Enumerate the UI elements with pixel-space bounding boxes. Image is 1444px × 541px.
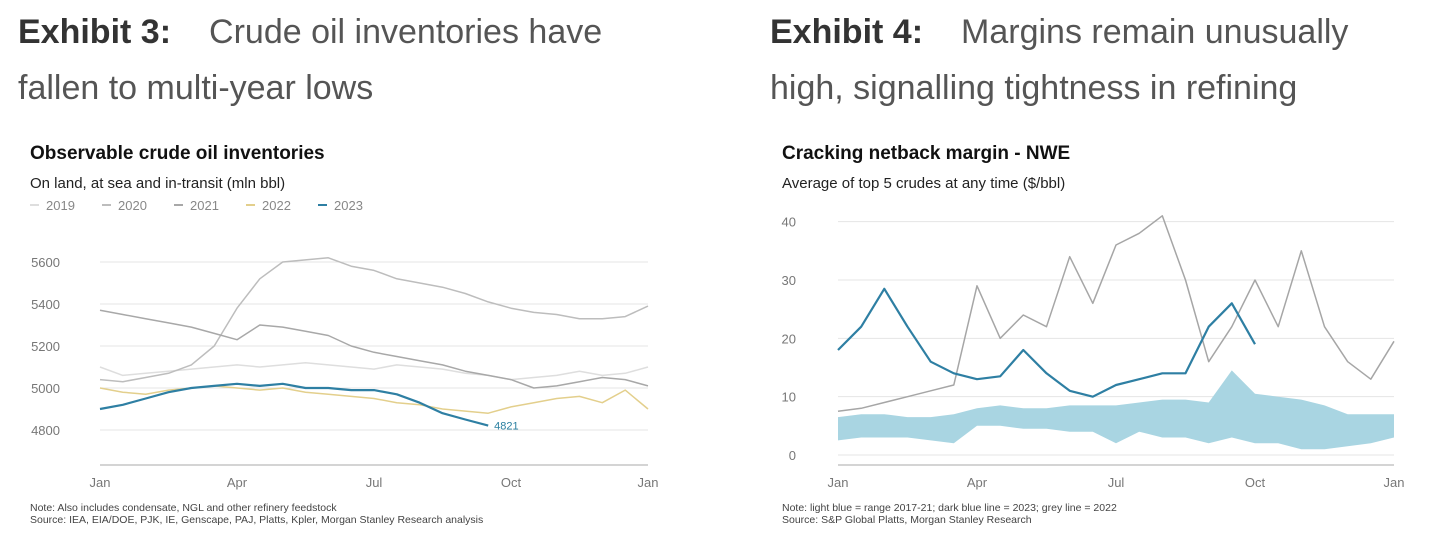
series-line-2020: [99, 257, 649, 383]
chart-subtitle: Average of top 5 crudes at any time ($/b…: [782, 175, 1065, 192]
y-tick-label: 5400: [31, 297, 60, 312]
legend-label-2019: 2019: [46, 198, 75, 213]
exhibit-4-heading: Exhibit 4: Margins remain unusually high,…: [770, 4, 1430, 116]
chart-source: Source: S&P Global Platts, Morgan Stanle…: [782, 514, 1032, 526]
x-tick-label: Oct: [1245, 475, 1266, 490]
x-tick-label: Apr: [967, 475, 988, 490]
y-tick-label: 4800: [31, 423, 60, 438]
series-line-2023: [99, 382, 489, 427]
chart-subtitle: On land, at sea and in-transit (mln bbl): [30, 175, 285, 192]
x-tick-label: Jul: [1108, 475, 1125, 490]
legend-label-2020: 2020: [118, 198, 147, 213]
exhibit-4-number: Exhibit 4:: [770, 13, 924, 51]
x-tick-label: Jan: [90, 475, 111, 490]
y-tick-label: 5600: [31, 255, 60, 270]
chart-title: Observable crude oil inventories: [30, 143, 325, 164]
y-tick-label: 40: [782, 215, 796, 230]
exhibit-3-number: Exhibit 3:: [18, 13, 172, 51]
chart-title: Cracking netback margin - NWE: [782, 143, 1070, 164]
legend-label-2023: 2023: [334, 198, 363, 213]
chart-note: Note: light blue = range 2017-21; dark b…: [782, 502, 1117, 514]
chart-source: Source: IEA, EIA/DOE, PJK, IE, Genscape,…: [30, 514, 483, 526]
end-value-label: 4821: [494, 421, 518, 433]
legend-label-2022: 2022: [262, 198, 291, 213]
y-tick-label: 5000: [31, 381, 60, 396]
x-tick-label: Jan: [1384, 475, 1405, 490]
series-line-2021: [99, 309, 649, 389]
series-line-2022: [837, 215, 1395, 413]
y-tick-label: 10: [782, 390, 796, 405]
y-tick-label: 30: [782, 273, 796, 288]
chart-note: Note: Also includes condensate, NGL and …: [30, 502, 337, 514]
y-tick-label: 5200: [31, 339, 60, 354]
x-tick-label: Jul: [366, 475, 383, 490]
margin-chart: Cracking netback margin - NWE Average of …: [782, 143, 1405, 526]
legend-label-2021: 2021: [190, 198, 219, 213]
range-band-area: [838, 370, 1394, 450]
x-tick-label: Oct: [501, 475, 522, 490]
y-tick-label: 0: [789, 448, 796, 463]
exhibit-4-title: Margins remain unusually high, signallin…: [770, 13, 1349, 107]
x-tick-label: Jan: [828, 475, 849, 490]
x-tick-label: Apr: [227, 475, 248, 490]
exhibit-3-title: Crude oil inventories have fallen to mul…: [18, 13, 603, 107]
series-line-2023: [837, 287, 1256, 398]
y-tick-label: 20: [782, 331, 796, 346]
exhibit-3-heading: Exhibit 3: Crude oil inventories have fal…: [18, 4, 678, 116]
inventories-chart: Observable crude oil inventories On land,…: [30, 143, 659, 526]
series-line-2019: [99, 362, 649, 381]
exhibit-4: Exhibit 4: Margins remain unusually high,…: [770, 0, 1444, 541]
exhibit-3: Exhibit 3: Crude oil inventories have fal…: [18, 0, 708, 541]
x-tick-label: Jan: [638, 475, 659, 490]
